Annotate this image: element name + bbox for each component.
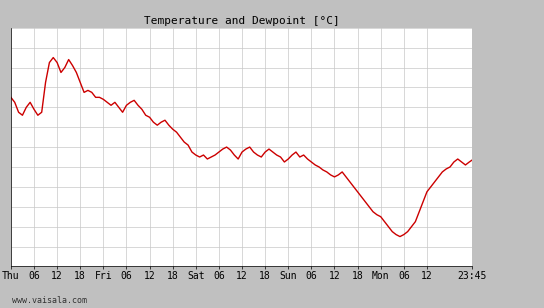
Title: Temperature and Dewpoint [°C]: Temperature and Dewpoint [°C] xyxy=(144,15,339,26)
Text: www.vaisala.com: www.vaisala.com xyxy=(12,296,87,305)
